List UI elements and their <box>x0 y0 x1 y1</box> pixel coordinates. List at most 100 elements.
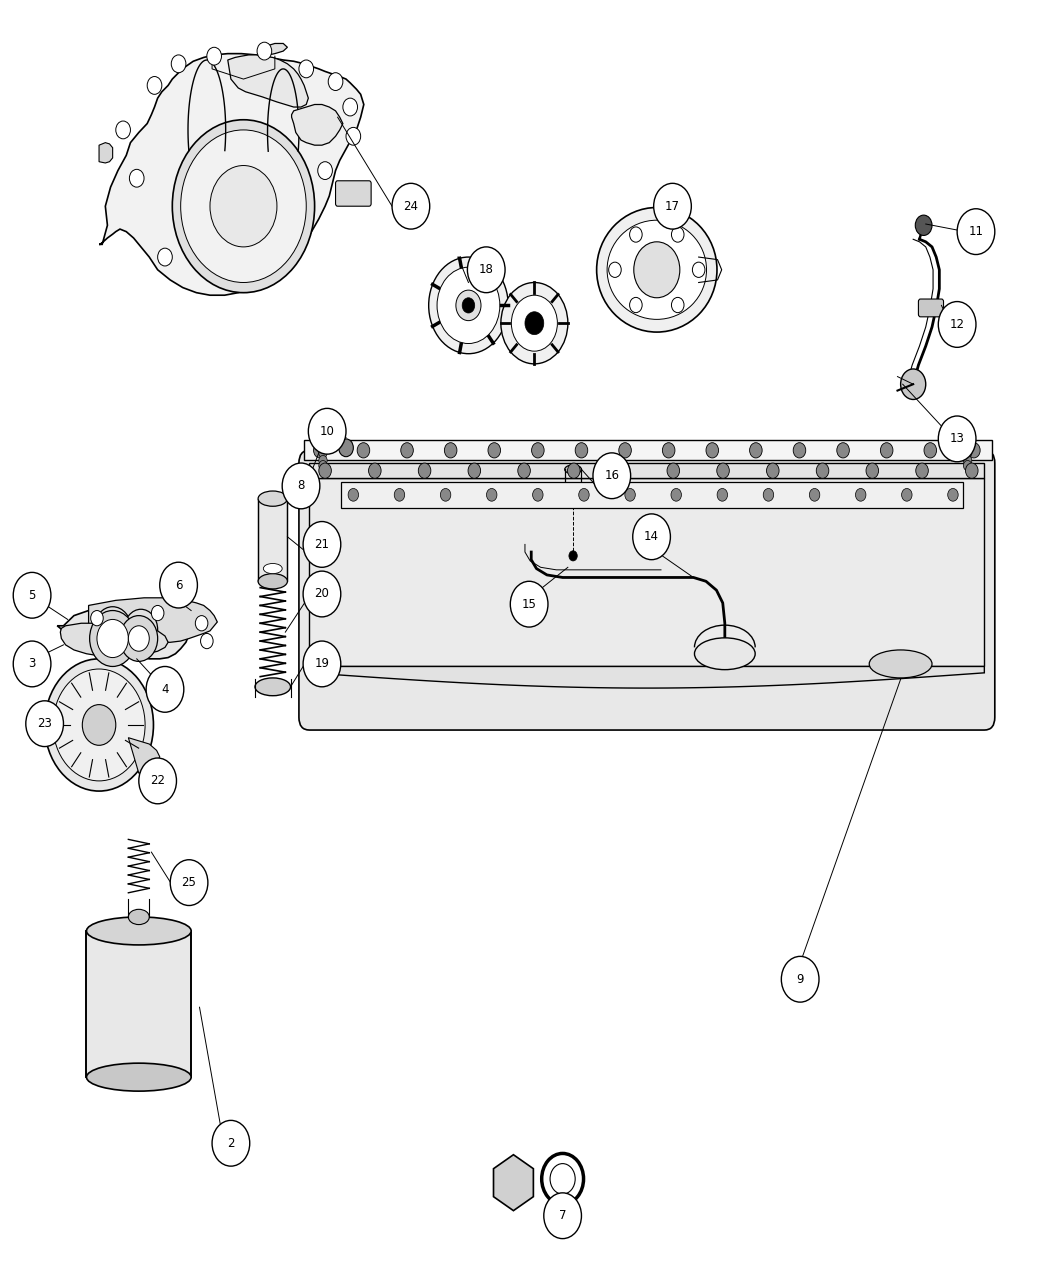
Text: 16: 16 <box>604 469 620 483</box>
Text: 25: 25 <box>182 876 197 889</box>
Circle shape <box>160 562 198 608</box>
Circle shape <box>146 667 184 713</box>
Circle shape <box>97 619 128 658</box>
Circle shape <box>550 1163 575 1194</box>
Circle shape <box>653 184 691 229</box>
Circle shape <box>968 443 980 458</box>
Circle shape <box>468 464 481 479</box>
Circle shape <box>632 513 670 559</box>
Ellipse shape <box>86 917 191 945</box>
Circle shape <box>346 128 361 146</box>
Circle shape <box>579 489 589 501</box>
Circle shape <box>902 489 912 501</box>
Polygon shape <box>304 441 992 461</box>
Circle shape <box>809 489 820 501</box>
Circle shape <box>629 227 642 243</box>
Circle shape <box>139 759 177 803</box>
Circle shape <box>444 443 457 458</box>
Circle shape <box>120 616 158 661</box>
Circle shape <box>629 298 642 313</box>
Circle shape <box>116 121 130 139</box>
Circle shape <box>257 42 271 60</box>
Polygon shape <box>57 603 189 659</box>
Circle shape <box>964 448 972 458</box>
Circle shape <box>782 956 820 1002</box>
Circle shape <box>966 464 978 479</box>
Circle shape <box>339 439 353 457</box>
Text: 19: 19 <box>315 658 329 670</box>
Circle shape <box>132 618 150 641</box>
Circle shape <box>763 489 773 501</box>
Ellipse shape <box>607 220 707 319</box>
Circle shape <box>158 248 173 266</box>
Circle shape <box>717 489 728 501</box>
Circle shape <box>319 464 331 479</box>
Circle shape <box>518 464 530 479</box>
Circle shape <box>348 489 359 501</box>
Text: 4: 4 <box>161 683 168 696</box>
Circle shape <box>816 464 829 479</box>
Text: 6: 6 <box>175 578 182 591</box>
Text: 13: 13 <box>950 433 965 446</box>
Circle shape <box>308 409 346 455</box>
Circle shape <box>625 489 635 501</box>
Polygon shape <box>88 598 218 642</box>
Ellipse shape <box>565 488 582 497</box>
Circle shape <box>358 443 369 458</box>
Circle shape <box>419 464 431 479</box>
Circle shape <box>129 170 144 188</box>
Circle shape <box>319 443 327 453</box>
Text: 20: 20 <box>315 587 329 600</box>
Circle shape <box>319 456 327 466</box>
Polygon shape <box>309 667 985 688</box>
Ellipse shape <box>869 650 932 678</box>
Circle shape <box>467 246 505 292</box>
Circle shape <box>90 610 103 626</box>
Ellipse shape <box>694 638 755 669</box>
Circle shape <box>128 626 149 651</box>
Text: 3: 3 <box>28 658 36 670</box>
Circle shape <box>26 701 63 747</box>
Circle shape <box>609 262 622 277</box>
Circle shape <box>328 73 343 91</box>
Circle shape <box>201 633 214 649</box>
Circle shape <box>368 464 381 479</box>
Circle shape <box>94 607 132 653</box>
Circle shape <box>957 208 995 254</box>
Circle shape <box>14 641 50 687</box>
Circle shape <box>542 1153 584 1204</box>
Circle shape <box>881 443 893 458</box>
Circle shape <box>866 464 878 479</box>
Polygon shape <box>291 105 343 146</box>
Circle shape <box>836 443 849 458</box>
Circle shape <box>303 641 341 687</box>
Text: 2: 2 <box>227 1137 235 1149</box>
Circle shape <box>303 521 341 567</box>
Circle shape <box>692 262 705 277</box>
Circle shape <box>855 489 866 501</box>
Circle shape <box>671 489 682 501</box>
Circle shape <box>567 464 580 479</box>
FancyBboxPatch shape <box>918 299 944 317</box>
Circle shape <box>392 184 429 229</box>
FancyBboxPatch shape <box>299 451 995 730</box>
Text: 9: 9 <box>796 973 804 986</box>
Circle shape <box>313 443 326 458</box>
Circle shape <box>319 448 327 458</box>
Circle shape <box>171 55 186 73</box>
Circle shape <box>462 298 474 313</box>
Polygon shape <box>309 479 985 667</box>
Circle shape <box>213 1120 249 1166</box>
Polygon shape <box>228 55 308 107</box>
Circle shape <box>593 453 630 498</box>
Circle shape <box>173 120 315 292</box>
Ellipse shape <box>258 573 287 589</box>
Circle shape <box>511 295 558 351</box>
Ellipse shape <box>86 1064 191 1091</box>
Circle shape <box>456 290 481 321</box>
Circle shape <box>633 241 680 298</box>
Polygon shape <box>309 464 985 479</box>
Circle shape <box>151 605 164 621</box>
Circle shape <box>89 610 136 667</box>
Circle shape <box>437 267 500 344</box>
